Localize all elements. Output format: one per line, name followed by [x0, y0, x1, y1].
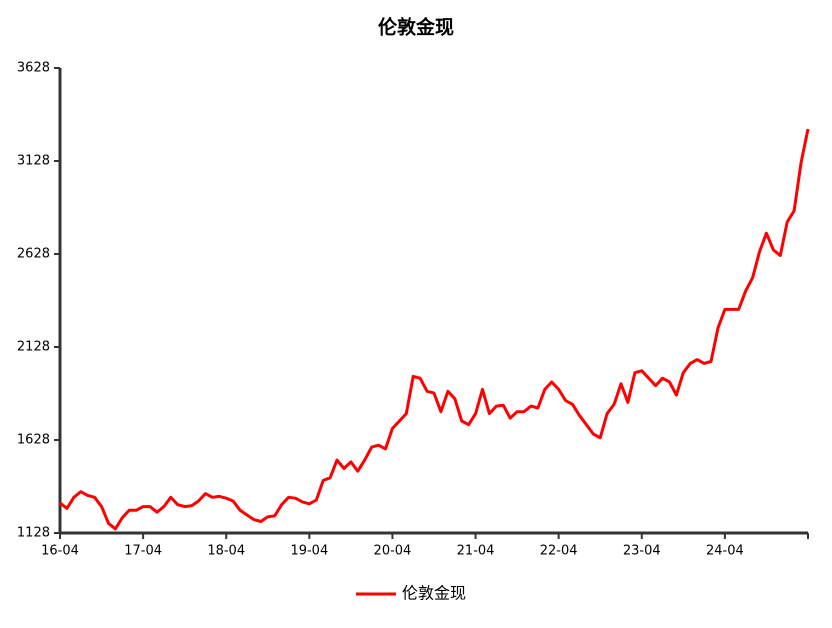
y-tick-label: 2128	[17, 340, 50, 355]
x-tick-label: 17-04	[124, 544, 162, 559]
series-line	[59, 128, 810, 531]
x-tick-label: 18-04	[207, 544, 245, 559]
x-tick-label: 24-04	[706, 544, 744, 559]
x-tick-label: 23-04	[623, 544, 661, 559]
x-tick-label: 16-04	[41, 544, 79, 559]
y-tick-label: 3628	[17, 61, 50, 76]
x-tick-label: 19-04	[290, 544, 328, 559]
y-tick-label: 3128	[17, 154, 50, 169]
x-tick-label: 20-04	[374, 544, 412, 559]
y-tick-label: 1628	[17, 433, 50, 448]
legend-label: 伦敦金现	[402, 584, 466, 603]
x-tick-label: 21-04	[457, 544, 495, 559]
y-tick-label: 1128	[17, 526, 50, 541]
chart-title: 伦敦金现	[378, 16, 454, 39]
x-tick-label: 22-04	[540, 544, 578, 559]
y-tick-label: 2628	[17, 247, 50, 262]
